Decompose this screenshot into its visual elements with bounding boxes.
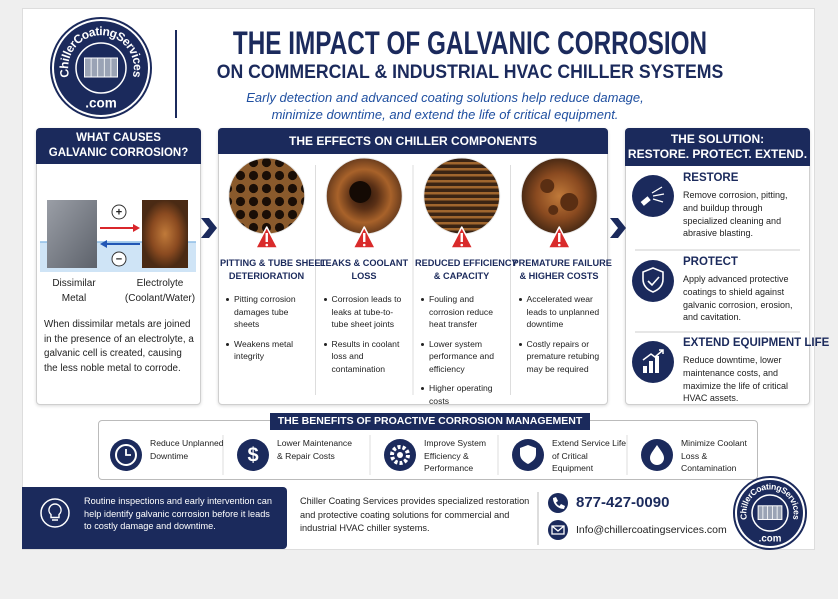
metal-label: Dissimilar Metal [44,276,104,306]
subtitle: ON COMMERCIAL & INDUSTRIAL HVAC CHILLER … [126,62,814,84]
electrolyte-label: Electrolyte (Coolant/Water) [118,276,202,306]
bullet: Higher operating costs [421,382,505,407]
bullet: Corrosion leads to leaks at tube-to-tube… [324,293,408,331]
plus-sign: + [116,206,122,218]
solution-title: EXTEND EQUIPMENT LIFE [683,337,808,349]
logo-domain: .com [759,533,782,544]
text-line: PREMATURE FAILURE [513,257,606,270]
effect-title: REDUCED EFFICIENCY& CAPACITY [415,257,508,283]
text-line: PITTING & TUBE SHEET [220,257,313,270]
effect-title: PREMATURE FAILURE& HIGHER COSTS [513,257,606,283]
corrosion-hole [349,181,371,203]
solution-icons [632,175,674,383]
text-line: LEAKS & COOLANT [318,257,411,270]
benefit-label: Improve System Efficiency & Performance [424,437,502,475]
page: ChillerCoatingServices.comChillerCoating… [0,0,838,599]
logo-chiller [758,506,782,520]
bullet: Accelerated wear leads to unplanned down… [519,293,603,331]
bulb-glyph [49,504,61,520]
text-line: & CAPACITY [415,270,508,283]
extend-bar [649,361,653,373]
about-text: Chiller Coating Services provides specia… [300,495,530,536]
corrosion-spot [560,193,578,211]
current-arrow-head [133,224,140,232]
text-line: & HIGHER COSTS [513,270,606,283]
warning-dot [363,244,366,247]
bullet: Costly repairs or premature retubing may… [519,338,603,376]
minus-sign: − [116,253,122,265]
warning-mark [558,233,560,242]
tip-text: Routine inspections and early interventi… [84,495,280,533]
extend-bar [655,356,659,373]
warning-mark [266,233,268,242]
email-icon [548,520,568,540]
warning-dot [460,244,463,247]
email: Info@chillercoatingservices.com [576,524,727,536]
warning-mark [363,233,365,242]
component-photo [424,158,500,234]
corrosion-spot [540,179,554,193]
protect-icon [632,260,674,302]
solution-text: Reduce downtime, lower maintenance costs… [683,354,805,405]
text-line: WHAT CAUSES [36,131,201,146]
effect-bullets: Accelerated wear leads to unplanned down… [519,293,603,382]
bullet: Lower system performance and efficiency [421,338,505,376]
solution-title: RESTORE [683,172,808,184]
effect-bullets: Corrosion leads to leaks at tube-to-tube… [324,293,408,382]
rust-sample [142,200,188,268]
bullet: Fouling and corrosion reduce heat transf… [421,293,505,331]
effect-bullets: Fouling and corrosion reduce heat transf… [421,293,505,414]
logo-domain: .com [85,96,117,111]
tagline: Early detection and advanced coating sol… [222,89,668,123]
benefit-symbol: $ [247,444,258,466]
effect-bullets: Pitting corrosion damages tube sheets Wea… [226,293,310,370]
solution-title: PROTECT [683,256,808,268]
warning-dot [558,244,561,247]
phone: 877-427-0090 [576,494,669,511]
bullet: Weakens metal integrity [226,338,310,363]
text-line: RESTORE. PROTECT. EXTEND. [625,147,810,162]
corrosion-spot [548,205,558,215]
component-photo [521,158,597,234]
causes-description: When dissimilar metals are joined in the… [44,318,198,376]
benefit-label: Reduce Unplanned Downtime [150,437,228,462]
bullet: Results in coolant loss and contaminatio… [324,338,408,376]
text-line: LOSS [318,270,411,283]
benefit-label: Lower Maintenance & Repair Costs [277,437,355,462]
text-line: DETERIORATION [220,270,313,283]
extend-bar [643,366,647,373]
metal-sample [47,200,97,268]
effects-heading: THE EFFECTS ON CHILLER COMPONENTS [218,128,608,154]
bulb-icon [41,499,69,527]
benefit-label: Extend Service Life of Critical Equipmen… [552,437,630,475]
warning-dot [265,244,268,247]
text-line: GALVANIC CORROSION? [36,146,201,161]
warning-mark [461,233,463,242]
phone-icon [548,493,568,513]
flow-arrow [610,218,626,238]
title: THE IMPACT OF GALVANIC CORROSION [189,25,751,62]
flow-arrow [201,218,217,238]
text-line: THE SOLUTION: [625,132,810,147]
solution-heading: THE SOLUTION:RESTORE. PROTECT. EXTEND. [625,128,810,166]
bullet: Pitting corrosion damages tube sheets [226,293,310,331]
component-photo [229,158,305,234]
logo-chiller [85,58,118,77]
text-line: REDUCED EFFICIENCY [415,257,508,270]
solution-text: Apply advanced protective coatings to sh… [683,273,805,324]
benefits-heading: THE BENEFITS OF PROACTIVE CORROSION MANA… [270,413,590,430]
solution-text: Remove corrosion, pitting, and buildup t… [683,189,805,240]
gear-hub [397,452,403,458]
benefit-label: Minimize Coolant Loss & Contamination [681,437,759,475]
